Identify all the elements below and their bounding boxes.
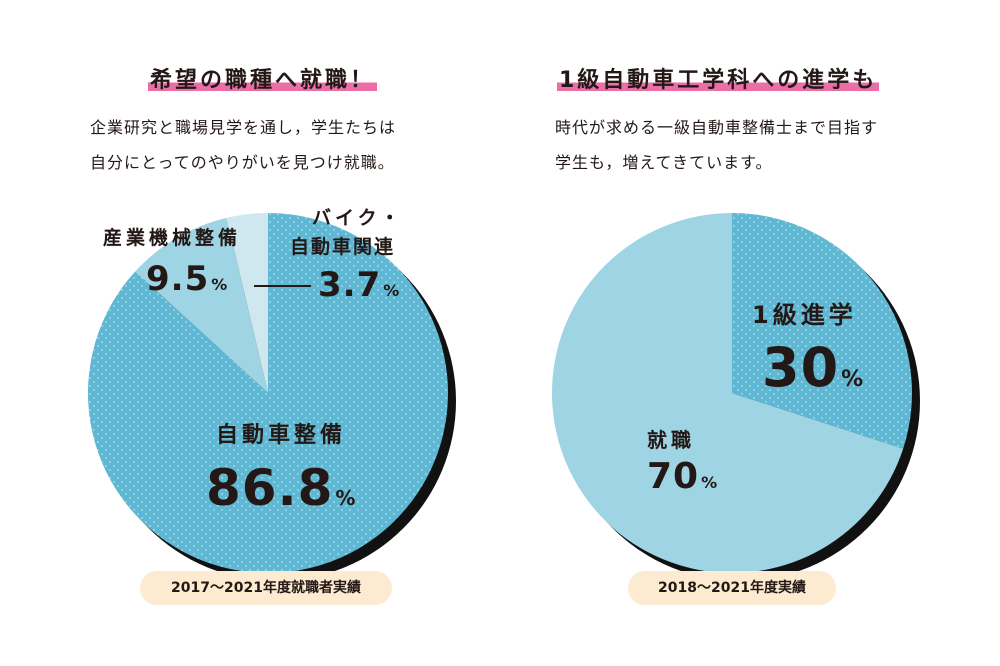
bike-category-label-line2: 自動車関連 [290, 236, 396, 258]
machine-value-label: 9.5% [146, 259, 229, 299]
career-description: 企業研究と職場見学を通し，学生たちは 自分にとってのやりがいを見つけ就職。 [90, 110, 396, 180]
advancement-heading: 1級自動車工学科への進学も [557, 62, 880, 95]
auto-value-label: 86.8% [206, 459, 357, 517]
bike-category-label-line1: バイク・ [312, 207, 404, 229]
industrial-machine-slice [135, 217, 268, 393]
advancement-slice-dot-texture [732, 213, 912, 449]
machine-category-label: 産業機械整備 [103, 227, 242, 249]
career-description-line: 自分にとってのやりがいを見つけ就職。 [90, 153, 395, 172]
employment-value-label: 70% [647, 456, 719, 497]
career-description-line: 企業研究と職場見学を通し，学生たちは [90, 118, 397, 137]
advancement-category-label: 1級進学 [752, 301, 857, 329]
career-panel: 希望の職種へ就職！ 企業研究と職場見学を通し，学生たちは 自分にとってのやりがい… [88, 62, 456, 605]
career-pie-chart [88, 213, 456, 572]
advancement-panel: 1級自動車工学科への進学も 時代が求める一級自動車整備士まで目指す 学生も，増え… [500, 0, 1000, 666]
advancement-footnote-badge: 2018〜2021年度実績 [628, 571, 836, 605]
advancement-description-line: 学生も，増えてきています。 [555, 153, 773, 172]
auto-maintenance-slice-dot-texture [88, 213, 448, 572]
advancement-description: 時代が求める一級自動車整備士まで目指す 学生も，増えてきています。 [555, 110, 878, 180]
bike-auto-related-slice [226, 213, 268, 393]
advancement-description-line: 時代が求める一級自動車整備士まで目指す [555, 118, 879, 137]
advancement-pie-chart [552, 213, 920, 581]
career-heading: 希望の職種へ就職！ [148, 62, 378, 95]
employment-slice [552, 213, 904, 574]
employment-category-label: 就職 [647, 428, 695, 452]
auto-category-label: 自動車整備 [216, 423, 347, 448]
bike-value-label: 3.7% [318, 265, 401, 305]
advancement-value-label: 30% [762, 336, 865, 399]
career-footnote-badge: 2017〜2021年度就職者実績 [140, 571, 392, 605]
